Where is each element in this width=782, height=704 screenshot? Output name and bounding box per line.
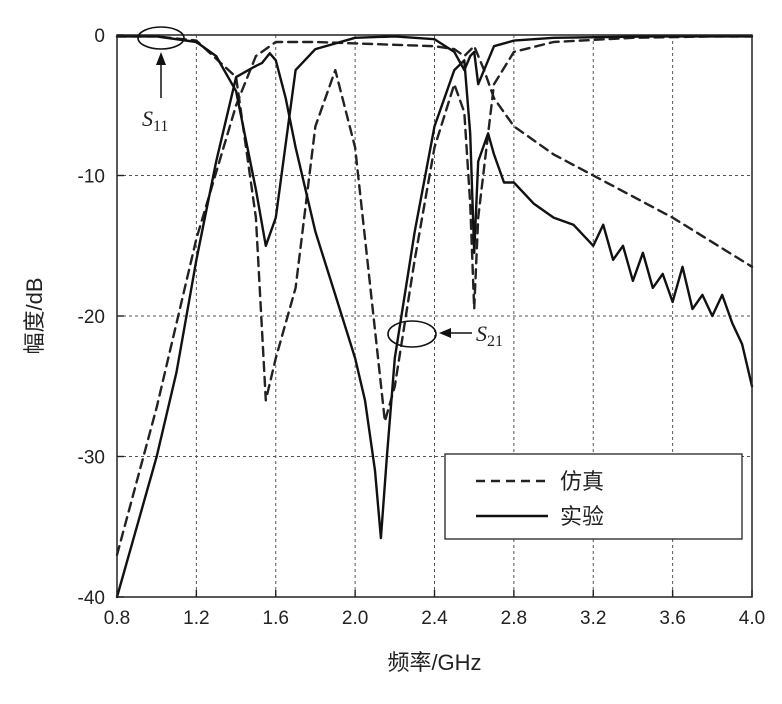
x-tick-label: 3.2 xyxy=(580,608,606,629)
simulation-curve-1 xyxy=(115,35,754,423)
x-axis-title: 频率/GHz xyxy=(387,650,481,675)
s21-annotation: S21 xyxy=(387,320,503,350)
s11-arrowhead xyxy=(156,52,166,65)
x-tick-label: 3.6 xyxy=(659,608,685,629)
x-tick-label: 0.8 xyxy=(104,608,130,629)
legend-box xyxy=(444,453,743,540)
tick-layer: 0.8 1.2 1.6 2.0 2.4 2.8 3.2 3.6 4.0 0 -10 -20 -30 -40 xyxy=(78,26,766,629)
series-layer xyxy=(115,35,754,599)
s11-marker-ellipse xyxy=(137,26,185,50)
s11-label: S11 xyxy=(142,106,168,135)
s21-arrowhead xyxy=(439,328,451,338)
legend: 仿真 实验 xyxy=(444,453,743,540)
x-tick-label: 1.6 xyxy=(263,608,289,629)
y-tick-label: 0 xyxy=(94,26,105,47)
legend-label-simulation: 仿真 xyxy=(560,469,604,494)
s21-marker-ellipse xyxy=(387,320,437,348)
s21-label: S21 xyxy=(476,321,503,350)
x-tick-label: 2.0 xyxy=(342,608,368,629)
experiment-curve-2 xyxy=(115,35,754,247)
y-axis-title: 幅度/dB xyxy=(22,277,47,354)
y-tick-label: -30 xyxy=(78,448,105,469)
y-tick-label: -10 xyxy=(78,167,105,188)
experiment-curve-1 xyxy=(115,52,754,599)
legend-label-experiment: 实验 xyxy=(560,504,604,529)
s11-annotation: S11 xyxy=(137,26,185,135)
y-tick-label: -40 xyxy=(78,588,105,609)
x-tick-label: 2.4 xyxy=(421,608,448,629)
x-tick-label: 4.0 xyxy=(739,608,765,629)
simulation-curve-2 xyxy=(115,40,754,557)
y-tick-label: -20 xyxy=(78,307,105,328)
x-tick-label: 1.2 xyxy=(183,608,209,629)
x-tick-label: 2.8 xyxy=(501,608,527,629)
